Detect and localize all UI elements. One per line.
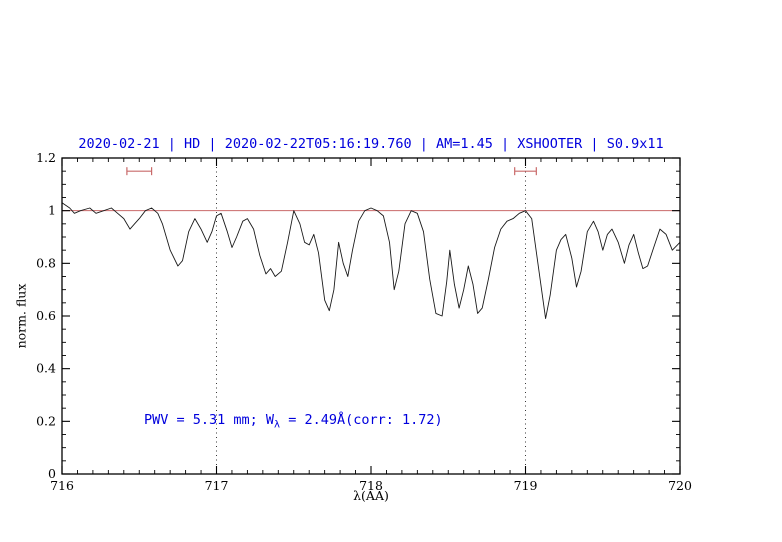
annotation-text-1: PWV = 5.31 mm; W xyxy=(144,412,275,428)
annotation-text-2: = 2.49Å(corr: 1.72) xyxy=(280,412,443,428)
svg-text:0.4: 0.4 xyxy=(36,361,56,376)
svg-text:0.6: 0.6 xyxy=(36,308,56,323)
pwv-annotation: PWV = 5.31 mm; Wλ = 2.49Å(corr: 1.72) xyxy=(144,412,443,431)
svg-text:719: 719 xyxy=(514,478,538,493)
svg-text:718: 718 xyxy=(359,478,383,493)
x-axis-label: λ(AA) xyxy=(353,488,389,503)
svg-text:0: 0 xyxy=(48,466,56,481)
svg-text:1.2: 1.2 xyxy=(36,150,56,165)
svg-text:0.8: 0.8 xyxy=(36,255,56,270)
svg-text:716: 716 xyxy=(50,478,74,493)
annotation-lambda-sub: λ xyxy=(274,419,281,431)
svg-text:1: 1 xyxy=(48,203,56,218)
svg-text:0.2: 0.2 xyxy=(36,413,56,428)
svg-text:717: 717 xyxy=(205,478,229,493)
y-axis-label: norm. flux xyxy=(13,283,29,349)
svg-text:720: 720 xyxy=(668,478,692,493)
plot-title: 2020-02-21 | HD | 2020-02-22T05:16:19.76… xyxy=(78,136,664,152)
